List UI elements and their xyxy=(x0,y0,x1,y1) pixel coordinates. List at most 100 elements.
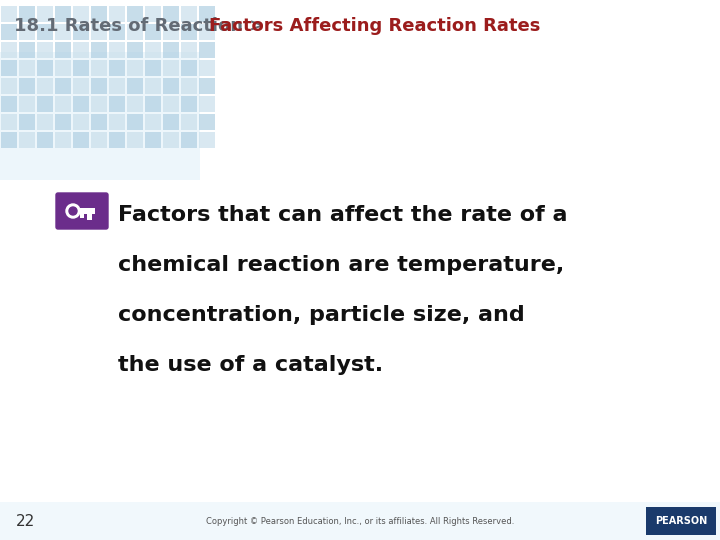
Bar xyxy=(199,132,215,148)
FancyBboxPatch shape xyxy=(56,193,108,229)
Bar xyxy=(127,60,143,76)
Bar xyxy=(1,78,17,94)
Bar xyxy=(109,114,125,130)
Bar xyxy=(199,60,215,76)
Bar xyxy=(181,24,197,40)
Bar xyxy=(1,114,17,130)
Bar xyxy=(73,24,89,40)
Bar xyxy=(181,96,197,112)
Bar xyxy=(1,6,17,22)
Bar xyxy=(163,6,179,22)
Bar xyxy=(37,78,53,94)
Bar xyxy=(19,96,35,112)
Bar xyxy=(109,60,125,76)
Bar xyxy=(145,114,161,130)
Bar xyxy=(127,96,143,112)
Bar xyxy=(163,132,179,148)
Bar xyxy=(19,78,35,94)
Bar xyxy=(109,96,125,112)
Bar xyxy=(199,114,215,130)
Bar xyxy=(1,132,17,148)
Bar xyxy=(181,114,197,130)
Bar xyxy=(73,60,89,76)
Bar xyxy=(37,6,53,22)
Text: chemical reaction are temperature,: chemical reaction are temperature, xyxy=(118,255,564,275)
Bar xyxy=(73,42,89,58)
Bar xyxy=(127,132,143,148)
Bar xyxy=(73,78,89,94)
Bar xyxy=(163,42,179,58)
Bar xyxy=(37,42,53,58)
Bar xyxy=(73,6,89,22)
Bar xyxy=(87,214,92,220)
Bar xyxy=(55,60,71,76)
Bar xyxy=(55,42,71,58)
Text: the use of a catalyst.: the use of a catalyst. xyxy=(118,355,383,375)
Bar xyxy=(73,114,89,130)
Bar xyxy=(145,6,161,22)
Bar xyxy=(91,6,107,22)
Bar xyxy=(91,96,107,112)
Bar xyxy=(91,132,107,148)
Bar xyxy=(91,114,107,130)
Bar xyxy=(55,114,71,130)
Text: 18.1 Rates of Reaction >: 18.1 Rates of Reaction > xyxy=(14,17,271,35)
Bar xyxy=(19,60,35,76)
Bar xyxy=(163,78,179,94)
Bar xyxy=(181,6,197,22)
Bar xyxy=(109,78,125,94)
Bar xyxy=(145,96,161,112)
Bar xyxy=(199,24,215,40)
Bar xyxy=(163,60,179,76)
Bar xyxy=(73,208,95,214)
Bar xyxy=(199,6,215,22)
Bar xyxy=(91,60,107,76)
Bar xyxy=(0,0,720,52)
Bar xyxy=(55,78,71,94)
Bar xyxy=(145,60,161,76)
Text: 22: 22 xyxy=(16,514,35,529)
Bar xyxy=(109,132,125,148)
Bar xyxy=(1,24,17,40)
Bar xyxy=(37,24,53,40)
Text: Copyright © Pearson Education, Inc., or its affiliates. All Rights Reserved.: Copyright © Pearson Education, Inc., or … xyxy=(206,516,514,525)
Bar xyxy=(37,114,53,130)
Text: Factors Affecting Reaction Rates: Factors Affecting Reaction Rates xyxy=(209,17,541,35)
Bar xyxy=(163,114,179,130)
Bar xyxy=(1,60,17,76)
Bar xyxy=(80,214,84,218)
Bar xyxy=(1,42,17,58)
Bar xyxy=(163,24,179,40)
Bar xyxy=(145,78,161,94)
Bar xyxy=(91,42,107,58)
Bar xyxy=(55,132,71,148)
Bar xyxy=(73,96,89,112)
Bar xyxy=(199,78,215,94)
Bar xyxy=(19,24,35,40)
Bar xyxy=(145,24,161,40)
Bar xyxy=(73,132,89,148)
Bar xyxy=(0,0,720,52)
Text: Factors that can affect the rate of a: Factors that can affect the rate of a xyxy=(118,205,567,225)
Text: PEARSON: PEARSON xyxy=(655,516,707,526)
Bar xyxy=(181,78,197,94)
Bar xyxy=(91,78,107,94)
Bar xyxy=(109,42,125,58)
Bar xyxy=(19,132,35,148)
Bar xyxy=(127,6,143,22)
Bar xyxy=(127,24,143,40)
Bar xyxy=(646,507,716,535)
Bar xyxy=(127,114,143,130)
Bar xyxy=(109,24,125,40)
Bar xyxy=(163,96,179,112)
Bar xyxy=(181,132,197,148)
Circle shape xyxy=(69,207,77,215)
Bar xyxy=(55,6,71,22)
Text: concentration, particle size, and: concentration, particle size, and xyxy=(118,305,525,325)
Bar xyxy=(127,78,143,94)
Bar xyxy=(0,0,200,180)
Bar xyxy=(1,96,17,112)
Bar xyxy=(55,24,71,40)
Bar xyxy=(19,42,35,58)
Bar xyxy=(19,114,35,130)
